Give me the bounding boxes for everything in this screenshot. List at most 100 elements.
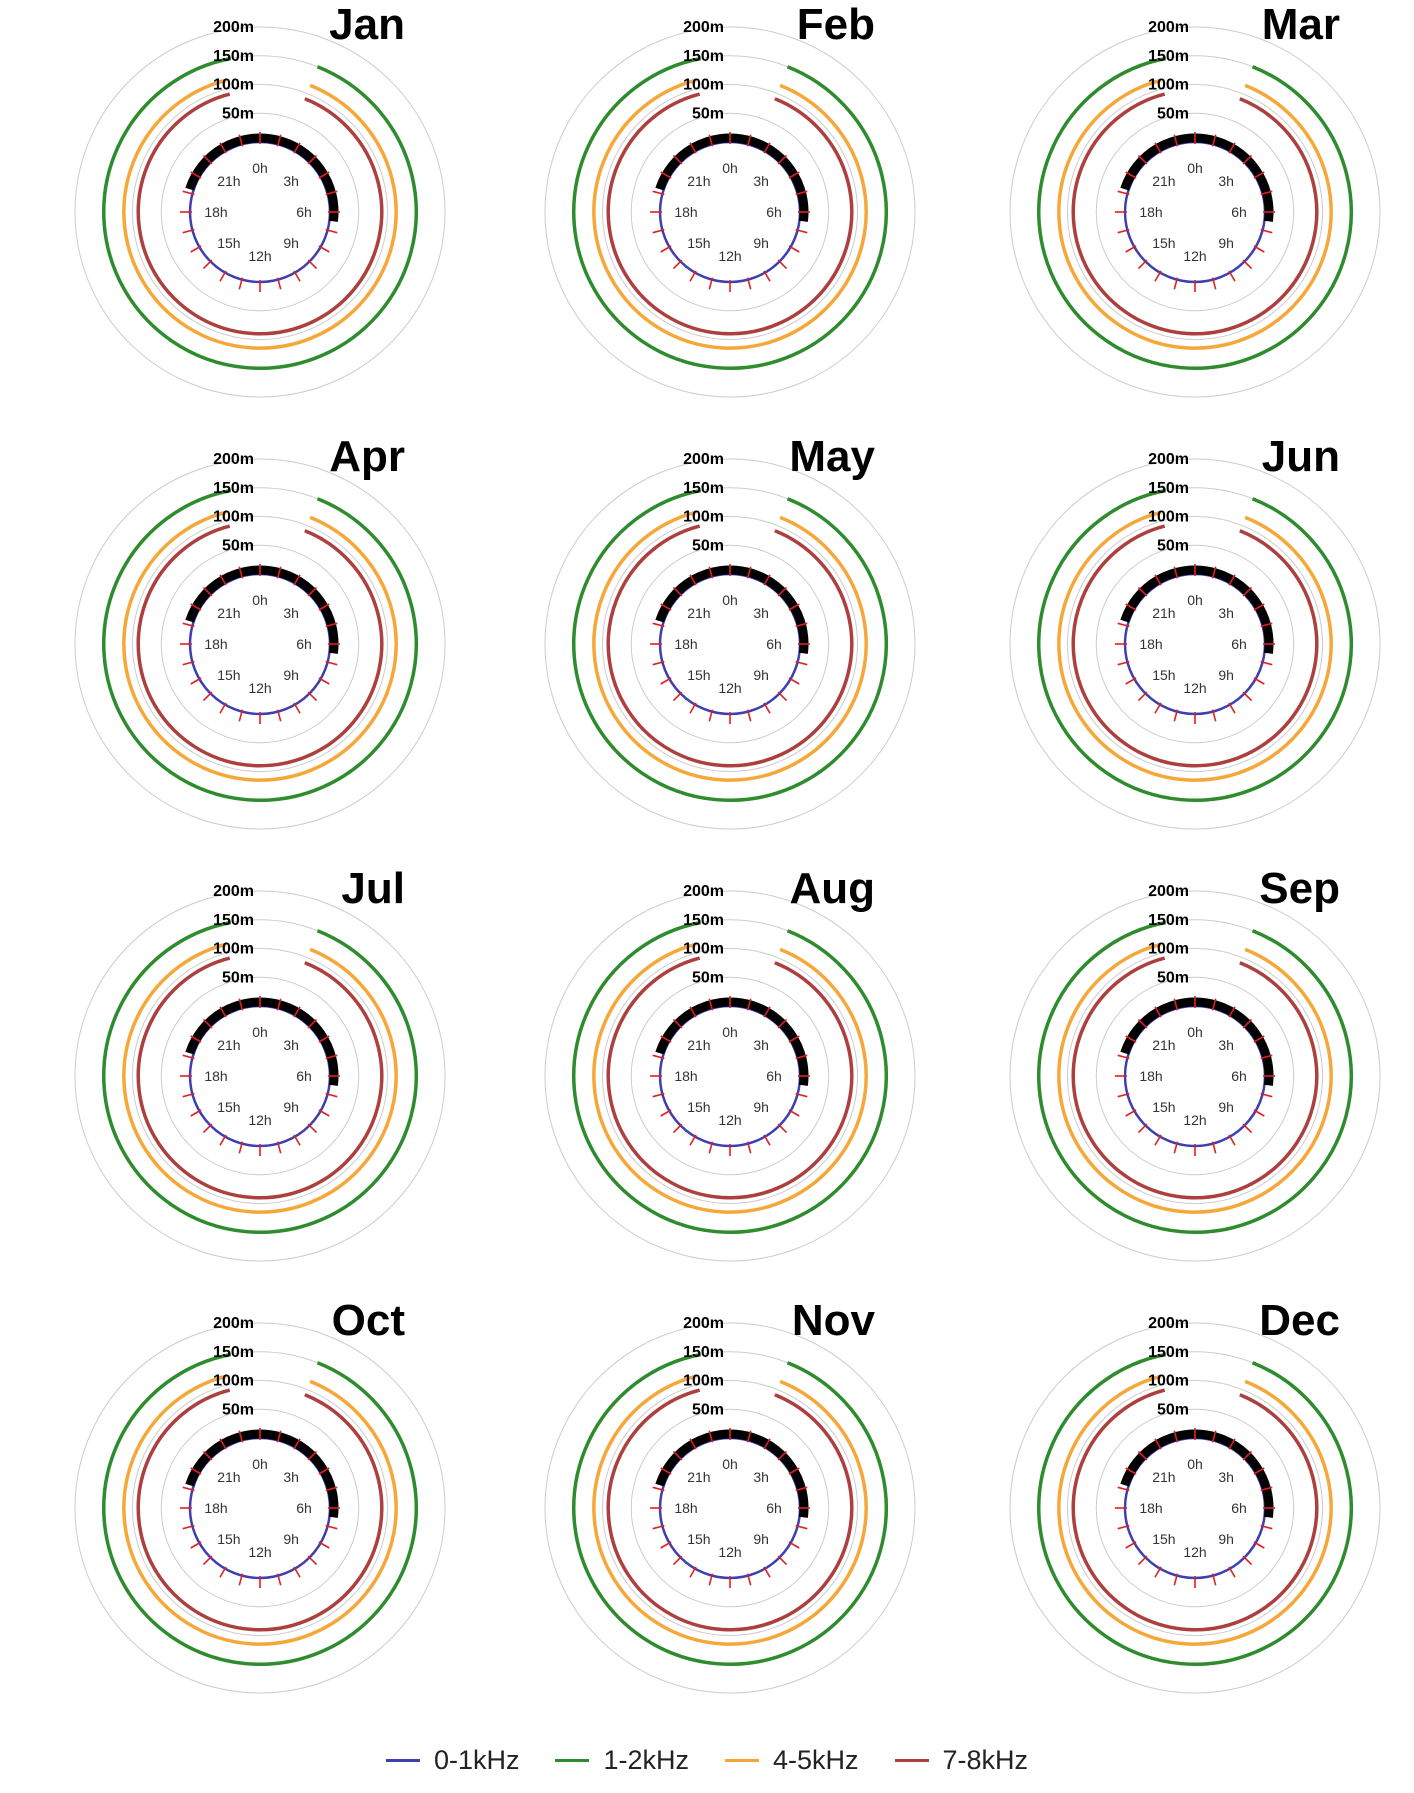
hour-tick — [763, 270, 771, 282]
series-arc-7-8kHz — [136, 1388, 384, 1632]
hour-tick — [238, 134, 244, 147]
hour-tick — [763, 1438, 771, 1450]
hour-tick — [672, 1555, 683, 1566]
hour-tick — [1154, 574, 1162, 586]
hour-tick — [182, 622, 195, 628]
hour-label: 15h — [1152, 667, 1175, 683]
hour-tick — [219, 142, 227, 154]
hour-label: 6h — [766, 636, 782, 652]
hour-label: 21h — [217, 1037, 240, 1053]
hour-label: 15h — [1152, 1531, 1175, 1547]
panel-title: Feb — [796, 0, 875, 49]
hour-tick — [746, 709, 752, 722]
hour-tick — [202, 1555, 213, 1566]
hour-label: 3h — [753, 173, 769, 189]
series-arc-1-2kHz — [572, 56, 889, 370]
hour-tick — [1117, 660, 1130, 666]
hour-tick — [1253, 245, 1265, 253]
grid-circle — [544, 890, 916, 1262]
hour-tick — [1242, 154, 1253, 165]
hour-tick — [1242, 259, 1253, 270]
hour-tick — [1228, 574, 1236, 586]
hour-tick — [276, 1573, 282, 1586]
hour-label: 9h — [753, 1099, 769, 1115]
panel-title: Apr — [329, 432, 405, 481]
hour-tick — [219, 1006, 227, 1018]
grid-circle — [132, 948, 388, 1204]
hour-tick — [325, 660, 338, 666]
hour-tick — [325, 1524, 338, 1530]
hour-tick — [238, 277, 244, 290]
radial-tick-label: 200m — [683, 19, 724, 36]
hour-tick — [1253, 1109, 1265, 1117]
panel-title: Mar — [1261, 0, 1340, 49]
hour-tick — [1137, 586, 1148, 597]
hour-label: 15h — [687, 1531, 710, 1547]
grid-circle — [132, 516, 388, 772]
hour-label: 12h — [1183, 1112, 1206, 1128]
hour-tick — [1242, 1450, 1253, 1461]
hour-tick — [788, 1035, 800, 1043]
hour-tick — [1117, 228, 1130, 234]
hour-tick — [763, 574, 771, 586]
small-multiples-grid: 0h 3h 6h 9h 12h 15h 18h 21h 50m 100m 150m 200m Jan 0h… — [25, 0, 1381, 1694]
hour-tick — [318, 677, 330, 685]
hour-tick — [190, 1109, 202, 1117]
hour-label: 6h — [766, 1500, 782, 1516]
hour-label: 15h — [217, 1531, 240, 1547]
grid-circle — [630, 544, 830, 744]
radial-tick-label: 50m — [692, 537, 724, 554]
hour-tick — [293, 142, 301, 154]
series-arc-1-2kHz — [1037, 920, 1354, 1234]
hour-tick — [1117, 1092, 1130, 1098]
hour-tick — [689, 142, 697, 154]
hour-label: 6h — [296, 1068, 312, 1084]
panel-title: Jul — [341, 864, 405, 913]
hour-tick — [660, 1109, 672, 1117]
hour-tick — [746, 134, 752, 147]
activity-band — [1120, 565, 1274, 654]
hour-label: 18h — [1139, 1068, 1162, 1084]
hour-tick — [307, 259, 318, 270]
radial-tick-label: 100m — [1148, 941, 1189, 958]
hour-tick — [276, 709, 282, 722]
hour-tick — [318, 1109, 330, 1117]
activity-band — [1120, 997, 1274, 1086]
hour-label: 12h — [1183, 248, 1206, 264]
hour-tick — [689, 1438, 697, 1450]
panel-aug: 0h 3h 6h 9h 12h 15h 18h 21h 50m 100m 150m 200m Aug — [495, 864, 965, 1294]
hour-label: 21h — [1152, 605, 1175, 621]
hour-label: 21h — [687, 1469, 710, 1485]
hour-tick — [672, 259, 683, 270]
hour-label: 12h — [718, 1112, 741, 1128]
hour-tick — [1211, 1141, 1217, 1154]
activity-band — [1120, 1429, 1274, 1518]
radial-tick-label: 150m — [683, 48, 724, 65]
hour-label: 0h — [252, 160, 268, 176]
hour-label: 0h — [722, 1456, 738, 1472]
grid-circle — [544, 458, 916, 830]
hour-tick — [788, 245, 800, 253]
hour-tick — [1253, 1035, 1265, 1043]
hour-tick — [202, 1018, 213, 1029]
hour-tick — [1242, 586, 1253, 597]
hour-tick — [660, 603, 672, 611]
grid-circle — [544, 26, 916, 398]
hour-tick — [182, 660, 195, 666]
hour-tick — [652, 190, 665, 196]
hour-tick — [746, 1430, 752, 1443]
hour-tick — [1154, 1438, 1162, 1450]
hour-tick — [708, 566, 714, 579]
hour-tick — [777, 154, 788, 165]
hour-label: 18h — [1139, 636, 1162, 652]
hour-label: 9h — [283, 667, 299, 683]
hour-tick — [788, 171, 800, 179]
series-arc-1-2kHz — [572, 920, 889, 1234]
hour-label: 9h — [1218, 667, 1234, 683]
panel-jul: 0h 3h 6h 9h 12h 15h 18h 21h 50m 100m 150m 200m Jul — [25, 864, 495, 1294]
hour-tick — [1173, 277, 1179, 290]
polar-plot: 0h 3h 6h 9h 12h 15h 18h 21h 50m 100m 150m 200m — [1009, 1315, 1381, 1694]
hour-tick — [190, 1467, 202, 1475]
hour-tick — [238, 1430, 244, 1443]
hour-tick — [1242, 1555, 1253, 1566]
